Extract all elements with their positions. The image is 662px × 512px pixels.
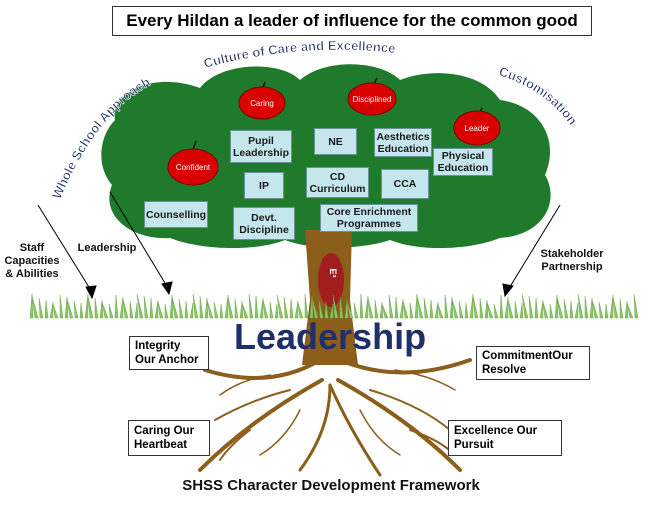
value-caring: Caring Our Heartbeat	[128, 420, 210, 456]
e3-seed	[318, 253, 344, 307]
fruit-label-leader: Leader	[464, 124, 490, 133]
fruit-leader	[453, 110, 501, 146]
label-staff-capacities: Staff Capacities & Abilities	[4, 242, 60, 280]
fruit-label-confident: Confident	[175, 163, 211, 172]
fruit-caring	[238, 86, 286, 120]
tile-ne: NE	[314, 128, 357, 155]
tile-devt-discipline: Devt. Discipline	[233, 207, 295, 240]
fruit-confident	[167, 148, 219, 186]
vision-statement: Every Hildan a leader of influence for t…	[112, 6, 592, 36]
footer-title: SHSS Character Development Framework	[182, 477, 480, 494]
tile-aesthetics-education: Aesthetics Education	[374, 128, 432, 157]
tile-core-enrichment: Core Enrichment Programmes	[320, 204, 418, 232]
label-stakeholder-partnership: Stakeholder Partnership	[540, 248, 604, 273]
fruit-label-caring: Caring	[250, 99, 274, 108]
arrows	[37, 191, 561, 300]
tile-counselling: Counselling	[144, 201, 208, 228]
value-commitment: CommitmentOur Resolve	[476, 346, 590, 380]
tile-ip: IP	[244, 172, 284, 199]
roots	[198, 358, 472, 477]
tile-cd-curriculum: CD Curriculum	[306, 167, 369, 198]
grass-band	[29, 293, 639, 319]
fruit-disciplined	[347, 82, 397, 116]
value-excellence: Excellence Our Pursuit	[448, 420, 562, 456]
tree-canopy	[101, 64, 551, 249]
grass-blades	[29, 293, 639, 319]
tile-pupil-leadership: Pupil Leadership	[230, 130, 292, 163]
ground-leadership-heading: Leadership	[234, 316, 427, 357]
fruit-label-disciplined: Disciplined	[352, 95, 392, 104]
label-leadership-arrow: Leadership	[77, 242, 137, 254]
value-integrity: Integrity Our Anchor	[129, 336, 209, 370]
e3-label: E³	[328, 268, 338, 278]
tile-cca: CCA	[381, 169, 429, 199]
tile-physical-education: Physical Education	[433, 148, 493, 176]
